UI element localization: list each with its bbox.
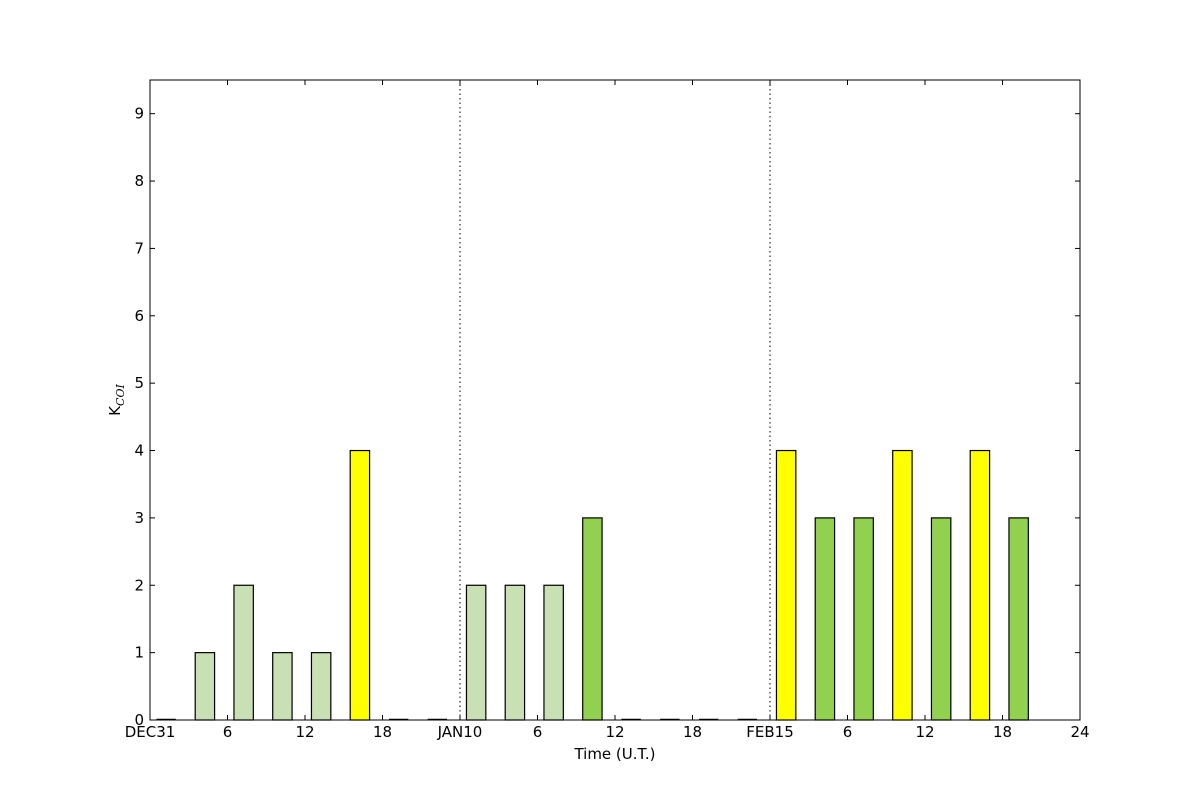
- x-tick-label: 6: [533, 723, 543, 741]
- bar: [349, 449, 371, 721]
- y-tick-label: 6: [134, 307, 144, 325]
- bar: [892, 449, 913, 721]
- x-tick-label: 6: [843, 723, 853, 741]
- x-axis-title: Time (U.T.): [573, 745, 655, 763]
- y-tick-label: 1: [134, 644, 144, 662]
- y-axis-title-main: K: [106, 405, 124, 416]
- day-separator-layer: [459, 80, 771, 720]
- x-tick-label: 12: [295, 723, 314, 741]
- x-tick-label: 18: [683, 723, 702, 741]
- bar: [504, 584, 526, 721]
- bar: [272, 652, 293, 721]
- x-tick-label: DEC31: [125, 723, 176, 741]
- bar: [814, 517, 836, 721]
- bar: [233, 584, 254, 721]
- y-tick-label: 8: [134, 172, 144, 190]
- x-tick-label: 12: [915, 723, 934, 741]
- bar: [543, 584, 564, 721]
- bar: [930, 517, 952, 721]
- x-tick-label: 18: [373, 723, 392, 741]
- plot-frame: [149, 79, 1081, 721]
- bars-layer: [156, 449, 1029, 721]
- bar: [853, 517, 874, 721]
- x-tick-label: 24: [1070, 723, 1089, 741]
- y-axis-title: KCOI: [106, 384, 127, 416]
- y-tick-label: 4: [134, 442, 144, 460]
- y-axis-title-subscript: COI: [114, 384, 127, 406]
- x-tick-label: 12: [605, 723, 624, 741]
- y-tick-label: 2: [134, 576, 144, 594]
- y-tick-label: 7: [134, 239, 144, 257]
- bar: [1008, 517, 1029, 721]
- bar: [465, 584, 487, 721]
- x-tick-label: JAN10: [437, 723, 483, 741]
- bar: [310, 652, 332, 721]
- x-tick-label: FEB15: [746, 723, 793, 741]
- bar: [194, 652, 216, 721]
- y-tick-label: 0: [134, 711, 144, 729]
- x-tick-label: 18: [993, 723, 1012, 741]
- bar: [775, 449, 797, 721]
- bar: [582, 517, 603, 721]
- y-tick-label: 3: [134, 509, 144, 527]
- y-tick-label: 5: [134, 374, 144, 392]
- bar: [969, 449, 991, 721]
- x-tick-label: 6: [223, 723, 233, 741]
- y-tick-label: 9: [134, 105, 144, 123]
